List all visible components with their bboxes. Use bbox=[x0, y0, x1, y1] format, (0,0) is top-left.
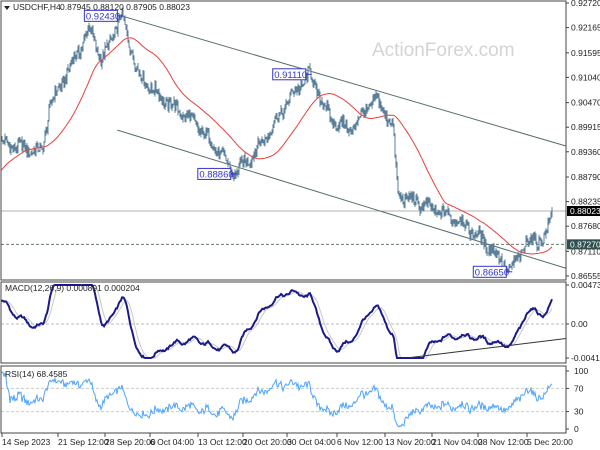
price-tick-label: 0.86555 bbox=[571, 271, 600, 281]
support-level-tag-bg bbox=[567, 239, 600, 250]
price-bars bbox=[0, 6, 553, 274]
date-tick-label: 21 Nov 04:00 bbox=[432, 437, 483, 447]
price-tick-label: 0.88790 bbox=[571, 172, 600, 182]
date-tick-label: 28 Nov 12:00 bbox=[478, 437, 529, 447]
channel-line[interactable] bbox=[121, 15, 567, 147]
price-tick-label: 0.92720 bbox=[571, 0, 600, 8]
rsi-tick-label: 30 bbox=[574, 407, 584, 417]
swing-label: 0.92430 bbox=[86, 11, 120, 22]
date-tick-label: 13 Oct 12:00 bbox=[198, 437, 247, 447]
swing-label: 0.91110 bbox=[274, 70, 307, 81]
price-tick-label: 0.92165 bbox=[571, 23, 600, 33]
swing-label: 0.88860 bbox=[199, 169, 233, 180]
rsi-tick-label: 100 bbox=[574, 366, 588, 376]
date-tick-label: 5 Dec 20:00 bbox=[527, 437, 573, 447]
macd-tick-label: 0.004738 bbox=[571, 280, 600, 290]
symbol-label: USDCHF,H4 bbox=[13, 2, 61, 12]
current-price-tag: 0.88023 bbox=[570, 206, 600, 216]
support-level-tag: 0.87270 bbox=[570, 239, 600, 249]
rsi-tick-label: 0 bbox=[574, 424, 579, 434]
macd-trendline[interactable] bbox=[409, 337, 567, 359]
macd-panel-frame bbox=[0, 281, 567, 364]
price-tick-label: 0.91595 bbox=[571, 48, 600, 58]
price-tick-label: 0.89360 bbox=[571, 147, 600, 157]
dropdown-triangle-icon[interactable] bbox=[4, 6, 10, 10]
swing-label-box bbox=[197, 167, 232, 180]
macd-title: MACD(12,26,9) 0.000891 0.000204 bbox=[5, 283, 140, 293]
date-tick-label: 30 Oct 04:00 bbox=[287, 437, 336, 447]
price-tick-label: 0.88235 bbox=[571, 197, 600, 207]
macd-panel bbox=[0, 284, 567, 359]
price-tick-label: 0.89915 bbox=[571, 122, 600, 132]
macd-tick-label: 0.00 bbox=[571, 319, 588, 329]
date-tick-label: 6 Nov 12:00 bbox=[337, 437, 383, 447]
price-tick-label: 0.87680 bbox=[571, 221, 600, 231]
rsi-line bbox=[1, 371, 553, 428]
macd-line bbox=[0, 284, 553, 359]
swing-label-box bbox=[83, 9, 118, 22]
rsi-tick-label: 70 bbox=[574, 383, 584, 393]
swing-label: 0.86650 bbox=[475, 267, 509, 278]
date-tick-label: 28 Sep 20:00 bbox=[105, 437, 156, 447]
swing-labels: 0.92430 0.91110 0.88860 0.86650 bbox=[83, 9, 513, 278]
rsi-panel bbox=[1, 371, 566, 428]
date-tick-label: 21 Sep 12:00 bbox=[58, 437, 109, 447]
swing-label-box bbox=[272, 68, 307, 81]
current-price-tag-bg bbox=[567, 205, 600, 216]
macd-tick-label: -0.004144 bbox=[571, 353, 600, 363]
price-tick-label: 0.87110 bbox=[571, 246, 600, 256]
channel-lines bbox=[117, 15, 567, 269]
date-tick-label: 6 Oct 04:00 bbox=[150, 437, 194, 447]
price-panel-frame bbox=[0, 0, 567, 281]
date-tick-label: 20 Oct 20:00 bbox=[243, 437, 292, 447]
watermark: ActionForex.com bbox=[372, 40, 515, 61]
price-tick-label: 0.91040 bbox=[571, 72, 600, 82]
price-tick-label: 0.90470 bbox=[571, 98, 600, 108]
channel-line[interactable] bbox=[117, 129, 567, 269]
level-lines bbox=[1, 210, 566, 245]
date-tick-label: 14 Sep 2023 bbox=[2, 437, 50, 447]
chart-header: USDCHF,H4 0.87945 0.88120 0.87905 0.8802… bbox=[4, 2, 190, 12]
date-tick-label: 13 Nov 20:00 bbox=[385, 437, 436, 447]
rsi-panel-frame bbox=[0, 365, 567, 434]
ohlc-values: 0.87945 0.88120 0.87905 0.88023 bbox=[60, 2, 190, 12]
moving-average-line bbox=[0, 37, 553, 255]
swing-label-box bbox=[472, 265, 507, 278]
rsi-title: RSI(14) 68.4585 bbox=[5, 369, 68, 379]
